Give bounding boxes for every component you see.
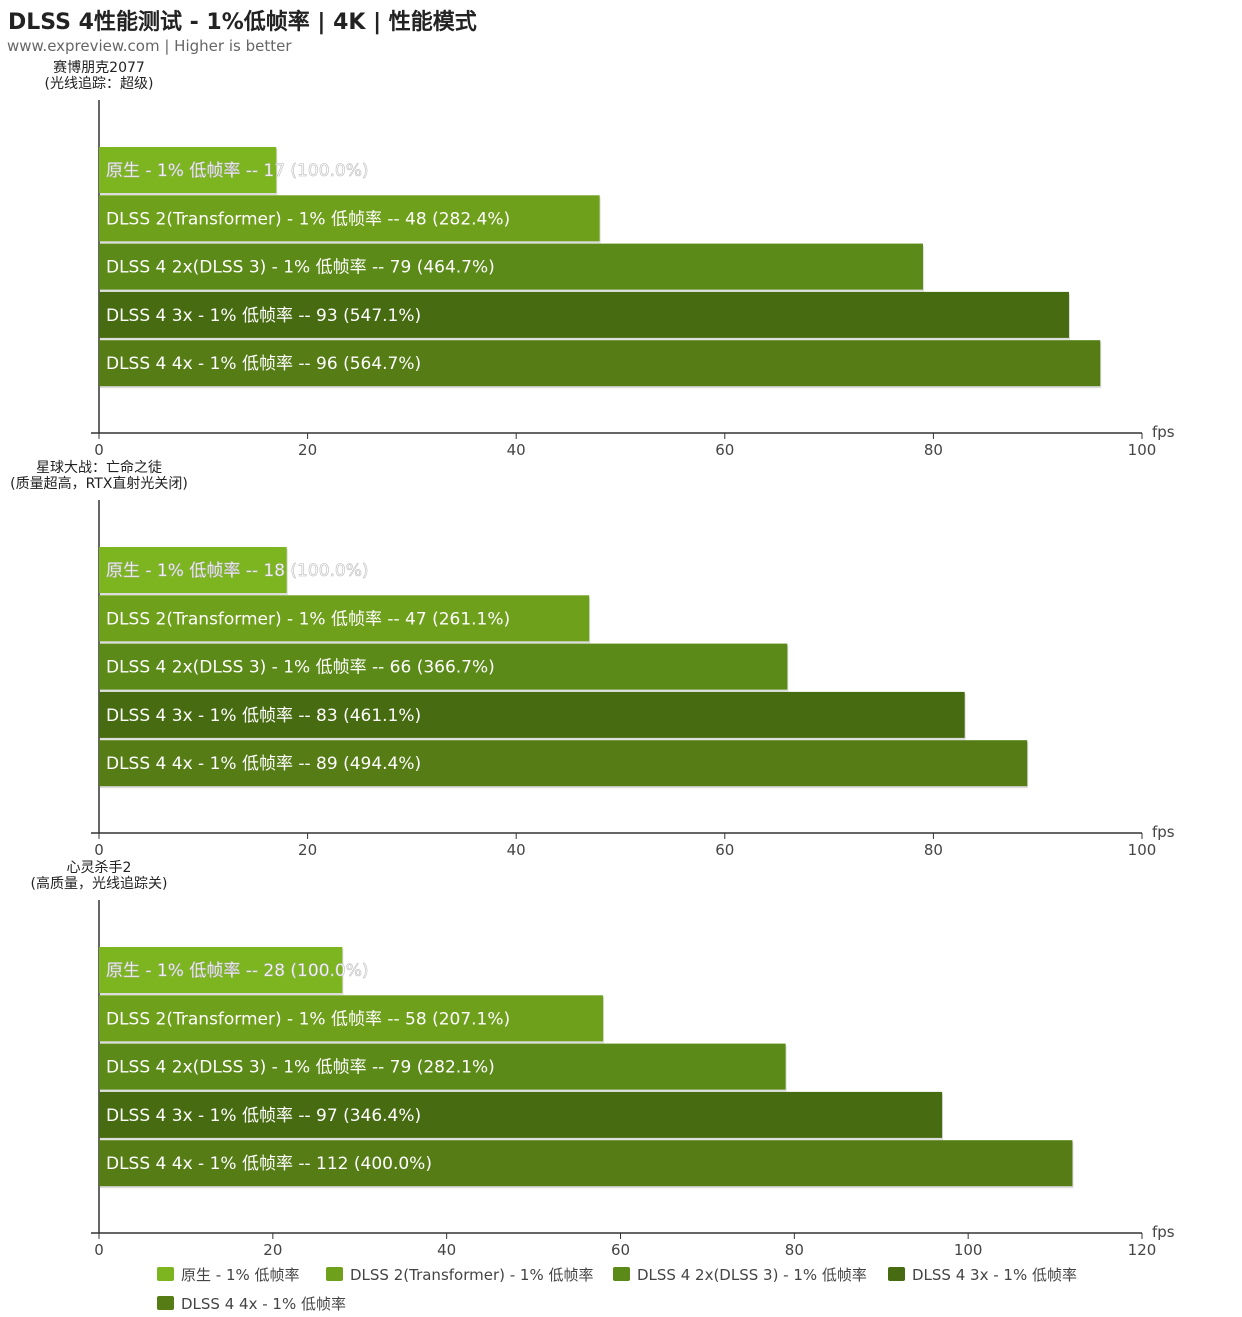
x-tick-label: 80 — [785, 1241, 804, 1259]
data-label: 原生 - 1% 低帧率 -- 18 (100.0%) — [106, 561, 369, 581]
bar — [99, 147, 277, 193]
bar — [99, 340, 1101, 387]
legend-swatch — [613, 1267, 630, 1281]
chart-title: DLSS 4性能测试 - 1%低帧率 | 4K | 性能模式 — [8, 10, 477, 35]
x-tick-label: 60 — [715, 841, 734, 859]
subplot-subtitle: (光线追踪：超级) — [45, 76, 154, 92]
data-label: DLSS 4 3x - 1% 低帧率 -- 93 (547.1%) — [106, 306, 421, 326]
x-tick-label: 120 — [1128, 1241, 1157, 1259]
bar — [99, 740, 1028, 787]
legend-swatch — [157, 1267, 174, 1281]
data-label: DLSS 2(Transformer) - 1% 低帧率 -- 48 (282.… — [106, 209, 510, 229]
x-tick-label: 40 — [507, 441, 526, 459]
x-tick-label: 40 — [437, 1241, 456, 1259]
bar — [99, 243, 923, 290]
x-tick-label: 100 — [1128, 841, 1157, 859]
subplot-subtitle: (质量超高，RTX直射光关闭) — [10, 475, 188, 492]
bar — [99, 1043, 786, 1090]
x-tick-label: 0 — [94, 441, 104, 459]
legend-swatch — [157, 1296, 174, 1310]
x-tick-label: 80 — [924, 441, 943, 459]
legend-swatch — [326, 1267, 343, 1281]
bar — [99, 291, 1069, 338]
bar — [99, 1140, 1073, 1187]
x-tick-label: 60 — [611, 1241, 630, 1259]
bar — [99, 595, 590, 642]
data-label: DLSS 4 4x - 1% 低帧率 -- 112 (400.0%) — [106, 1154, 432, 1174]
bar — [99, 547, 287, 593]
legend-swatch — [888, 1267, 905, 1281]
x-tick-label: 20 — [298, 441, 317, 459]
bar — [99, 643, 788, 690]
legend-item: DLSS 2(Transformer) - 1% 低帧率 — [350, 1266, 594, 1284]
bar — [99, 1091, 943, 1138]
subplot-title: 星球大战：亡命之徒 — [36, 459, 162, 476]
x-axis-label: fps — [1152, 423, 1175, 441]
x-tick-label: 100 — [1128, 441, 1157, 459]
subplot-title: 心灵杀手2 — [67, 860, 132, 876]
x-axis-label: fps — [1152, 823, 1175, 841]
bar — [99, 947, 343, 993]
x-tick-label: 80 — [924, 841, 943, 859]
data-label: DLSS 4 4x - 1% 低帧率 -- 96 (564.7%) — [106, 354, 421, 374]
legend-item: 原生 - 1% 低帧率 — [181, 1266, 300, 1284]
x-tick-label: 60 — [715, 441, 734, 459]
data-label: DLSS 4 3x - 1% 低帧率 -- 83 (461.1%) — [106, 706, 421, 726]
data-label: 原生 - 1% 低帧率 -- 17 (100.0%) — [106, 161, 369, 181]
bar — [99, 691, 965, 738]
data-label: DLSS 4 2x(DLSS 3) - 1% 低帧率 -- 79 (282.1%… — [106, 1058, 495, 1078]
x-axis-label: fps — [1152, 1223, 1175, 1241]
legend-item: DLSS 4 3x - 1% 低帧率 — [912, 1266, 1077, 1284]
data-label: DLSS 4 2x(DLSS 3) - 1% 低帧率 -- 66 (366.7%… — [106, 658, 495, 678]
data-label: DLSS 4 3x - 1% 低帧率 -- 97 (346.4%) — [106, 1106, 421, 1126]
chart-subtitle: www.expreview.com | Higher is better — [7, 37, 292, 55]
data-label: DLSS 4 2x(DLSS 3) - 1% 低帧率 -- 79 (464.7%… — [106, 258, 495, 278]
legend-item: DLSS 4 2x(DLSS 3) - 1% 低帧率 — [637, 1266, 867, 1284]
subplot-title: 赛博朋克2077 — [53, 59, 145, 76]
x-tick-label: 20 — [298, 841, 317, 859]
x-tick-label: 20 — [263, 1241, 282, 1259]
x-tick-label: 100 — [954, 1241, 983, 1259]
data-label: 原生 - 1% 低帧率 -- 28 (100.0%) — [106, 961, 369, 981]
x-tick-label: 0 — [94, 841, 104, 859]
legend-item: DLSS 4 4x - 1% 低帧率 — [181, 1295, 346, 1313]
subplot-subtitle: (高质量，光线追踪关) — [31, 875, 168, 892]
data-label: DLSS 2(Transformer) - 1% 低帧率 -- 47 (261.… — [106, 609, 510, 629]
bar — [99, 195, 600, 242]
data-label: DLSS 2(Transformer) - 1% 低帧率 -- 58 (207.… — [106, 1009, 510, 1029]
bar — [99, 995, 604, 1042]
x-tick-label: 40 — [507, 841, 526, 859]
x-tick-label: 0 — [94, 1241, 104, 1259]
data-label: DLSS 4 4x - 1% 低帧率 -- 89 (494.4%) — [106, 754, 421, 774]
